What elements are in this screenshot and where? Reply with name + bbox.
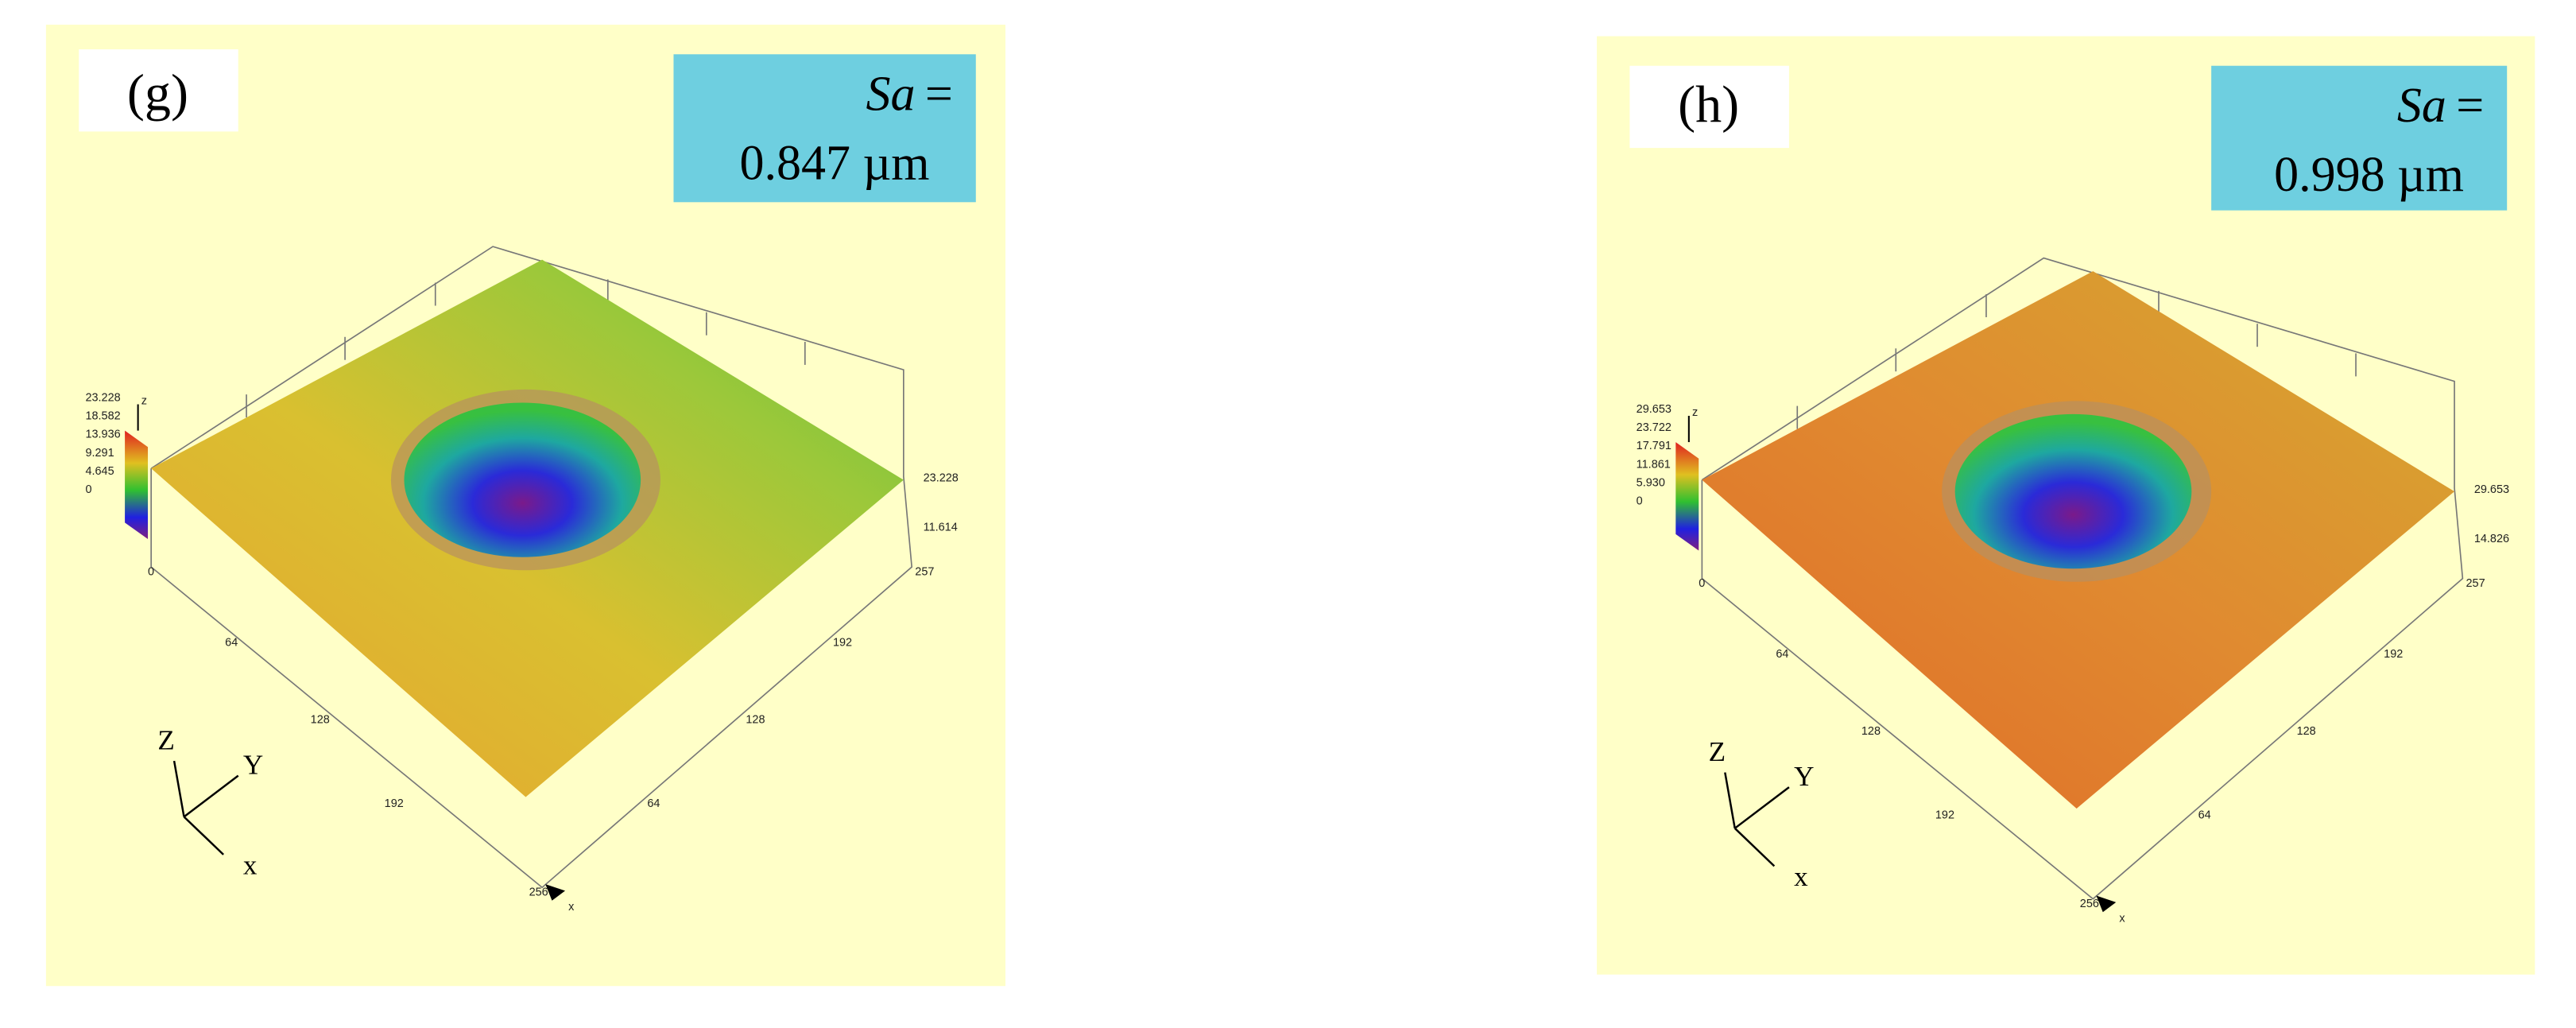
colorbar-label: 4.645 [85, 465, 114, 478]
sa-name: Sa [866, 68, 915, 122]
triad-axis [1724, 772, 1736, 829]
z-tick-label: 23.228 [924, 472, 959, 485]
panel: (h) Sa = 0.998 µm z 29.653 23.722 17.791 11.861 5… [1597, 36, 2535, 975]
x-tick-label: 192 [1935, 809, 1954, 821]
axis-arrow [2096, 895, 2117, 913]
z-tick-label: 14.826 [2474, 533, 2509, 545]
frame [1701, 257, 2455, 488]
triad-label: Z [1709, 736, 1726, 767]
x-tick-label: 256 [529, 886, 548, 899]
z-tick-label: 29.653 [2474, 483, 2509, 496]
crater [404, 402, 641, 557]
color-bar [1675, 442, 1699, 551]
x-axis-label: x [568, 901, 575, 914]
colorbar-label: 18.582 [85, 410, 120, 423]
colorbar-label: 23.228 [85, 391, 120, 404]
colorbar-label: 13.936 [85, 429, 120, 441]
x-axis-label: x [2119, 913, 2125, 925]
sa-name: Sa [2397, 79, 2446, 133]
colorbar-label: 11.861 [1637, 458, 1671, 471]
colorbar-label: 17.791 [1637, 440, 1671, 452]
y-tick-label: 64 [647, 797, 660, 810]
triad-label: Y [1794, 761, 1814, 792]
colorbar-label: 29.653 [1637, 403, 1671, 416]
triad-axis [183, 774, 239, 818]
x-tick-label: 128 [1861, 725, 1881, 738]
x-tick-label: 64 [1776, 648, 1788, 661]
triad-label: x [1794, 861, 1808, 892]
color-bar [125, 430, 149, 540]
sa-equals: = [2456, 79, 2484, 133]
sa-box [673, 54, 976, 203]
x-tick-label: 0 [148, 565, 154, 578]
sa-equals: = [925, 68, 953, 122]
panel-label: (h) [1678, 76, 1739, 134]
colorbar-label: 0 [1637, 495, 1643, 508]
label-box [79, 49, 238, 132]
sa-heading: Sa = [2397, 79, 2484, 133]
y-tick-label: 192 [833, 636, 852, 649]
triad-label: x [243, 850, 258, 881]
label-box [1629, 65, 1789, 149]
colorbar-axis-label: z [1692, 406, 1698, 419]
z-tick-label: 11.614 [924, 522, 958, 534]
triad-axis [172, 760, 185, 817]
triad-label: Y [243, 750, 263, 781]
sa-value: 0.998 µm [2274, 148, 2464, 202]
triad-axis [183, 816, 224, 855]
sa-value: 0.847 µm [740, 136, 930, 190]
y-tick-label: 128 [2297, 725, 2316, 738]
x-tick-label: 64 [225, 636, 238, 649]
frame [150, 468, 913, 889]
triad-axis [1733, 827, 1776, 867]
y-tick-label: 257 [2466, 577, 2485, 590]
y-tick-label: 257 [915, 565, 934, 578]
x-tick-label: 192 [385, 797, 404, 810]
colorbar-label: 23.722 [1637, 421, 1671, 434]
frame [150, 246, 905, 477]
y-tick-label: 64 [2198, 809, 2211, 821]
x-tick-label: 256 [2080, 898, 2099, 910]
x-tick-label: 0 [1699, 577, 1705, 590]
colorbar-label: 5.930 [1637, 476, 1665, 489]
colorbar-axis-label: z [141, 395, 147, 408]
sa-heading: Sa = [866, 68, 952, 122]
y-tick-label: 128 [746, 714, 765, 727]
triad-label: Z [157, 725, 174, 756]
panel: (g) Sa = 0.847 µm z 23.228 18.582 13.936 9.291 4.… [45, 25, 1005, 987]
x-tick-label: 128 [311, 714, 330, 727]
sa-box [2211, 65, 2508, 211]
colorbar-label: 0 [85, 483, 91, 496]
panel-label: (g) [127, 64, 188, 122]
y-tick-label: 192 [2384, 648, 2403, 661]
triad-axis [1733, 786, 1790, 829]
colorbar-label: 9.291 [85, 447, 114, 460]
frame [1701, 479, 2464, 900]
crater [1954, 413, 2192, 569]
